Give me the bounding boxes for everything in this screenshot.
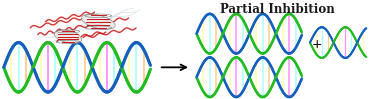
Ellipse shape — [81, 14, 115, 29]
Ellipse shape — [54, 30, 82, 43]
Text: +: + — [311, 38, 322, 51]
Text: Partial Inhibition: Partial Inhibition — [220, 3, 335, 16]
